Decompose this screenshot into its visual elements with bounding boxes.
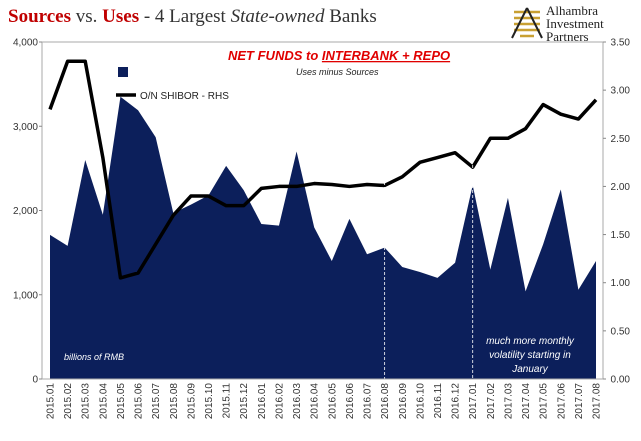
x-tick-label: 2016.07 — [363, 383, 374, 420]
x-tick-label: 2016.11 — [433, 383, 444, 419]
logo: Alhambra Investment Partners — [511, 3, 604, 44]
y-tick-label: 4,000 — [13, 38, 38, 49]
title-part: Uses — [102, 6, 139, 27]
x-tick-label: 2016.06 — [345, 383, 356, 420]
x-tick-label: 2016.09 — [398, 383, 409, 420]
x-tick-label: 2015.09 — [186, 383, 197, 420]
legend-swatch — [118, 67, 128, 77]
logo-text: Investment — [546, 16, 604, 31]
y2-tick-label: 1.50 — [611, 230, 631, 241]
x-tick-label: 2016.04 — [310, 383, 321, 420]
x-tick-label: 2016.12 — [451, 383, 462, 420]
x-tick-label: 2017.06 — [556, 383, 567, 420]
x-tick-label: 2015.12 — [239, 383, 250, 420]
x-tick-label: 2015.03 — [81, 383, 92, 420]
y2-tick-label: 3.00 — [611, 86, 631, 97]
x-tick-label: 2016.01 — [257, 383, 268, 420]
subtitle: NET FUNDS to INTERBANK + REPO — [228, 48, 450, 63]
x-tick-label: 2015.07 — [151, 383, 162, 420]
y2-tick-label: 2.50 — [611, 134, 631, 145]
x-tick-label: 2017.08 — [592, 383, 603, 420]
legend-label: Net Interbank + Repo — [132, 68, 228, 79]
y2-tick-label: 3.50 — [611, 38, 631, 49]
logo-mark — [511, 7, 543, 39]
y-tick-label: 3,000 — [13, 122, 38, 133]
x-tick-label: 2016.08 — [380, 383, 391, 420]
y2-tick-label: 0.00 — [611, 375, 631, 386]
x-tick-label: 2015.11 — [222, 383, 233, 419]
x-tick-label: 2015.06 — [134, 383, 145, 420]
x-tick-label: 2016.03 — [292, 383, 303, 420]
line — [48, 59, 598, 280]
y-tick-label: 0 — [32, 375, 38, 386]
title-part: - 4 Largest — [139, 6, 230, 27]
x-tick-label: 2015.02 — [63, 383, 74, 420]
y2-tick-label: 2.00 — [611, 182, 631, 193]
x-tick-label: 2017.05 — [539, 383, 550, 420]
x-tick-label: 2017.04 — [521, 383, 532, 420]
annotation: volatility starting in — [489, 350, 571, 361]
x-tick-label: 2015.01 — [46, 383, 57, 420]
x-tick-label: 2015.04 — [98, 383, 109, 420]
title-part: Banks — [325, 6, 377, 27]
x-tick-label: 2016.10 — [415, 383, 426, 420]
y-tick-label: 1,000 — [13, 290, 38, 301]
title-part: Sources — [8, 6, 71, 27]
subtitle-part: INTERBANK + REPO — [322, 48, 450, 63]
note: Uses minus Sources — [296, 67, 379, 77]
x-tick-label: 2015.08 — [169, 383, 180, 420]
chart-title: Sources vs. Uses - 4 Largest State-owned… — [8, 6, 377, 27]
subtitle-part: NET FUNDS to — [228, 48, 322, 63]
x-tick-label: 2016.05 — [327, 383, 338, 420]
x-tick-label: 2016.02 — [274, 383, 285, 420]
x-tick-label: 2015.10 — [204, 383, 215, 420]
x-tick-label: 2017.07 — [574, 383, 585, 420]
y2-tick-label: 0.50 — [611, 326, 631, 337]
y2-tick-label: 1.00 — [611, 278, 631, 289]
plot-area: 0 1,000 2,000 3,000 4,000 0.00 0.50 1.00 1.50 2.0… — [13, 38, 630, 420]
legend-label: O/N SHIBOR - RHS — [140, 91, 229, 102]
x-tick-label: 2015.05 — [116, 383, 127, 420]
area — [50, 96, 596, 379]
logo-text: Alhambra — [546, 3, 598, 18]
logo-text: Partners — [546, 29, 589, 44]
title-part: vs. — [71, 6, 102, 27]
logo-mark — [514, 10, 540, 38]
annotation: January — [511, 364, 549, 375]
x-tick-label: 2017.01 — [468, 383, 479, 420]
title-part: State-owned — [231, 6, 325, 27]
annotation: much more monthly — [486, 336, 575, 347]
x-tick-label: 2017.03 — [503, 383, 514, 420]
y-tick-label: 2,000 — [13, 206, 38, 217]
unit-label: billions of RMB — [64, 352, 124, 362]
x-tick-label: 2017.02 — [486, 383, 497, 420]
